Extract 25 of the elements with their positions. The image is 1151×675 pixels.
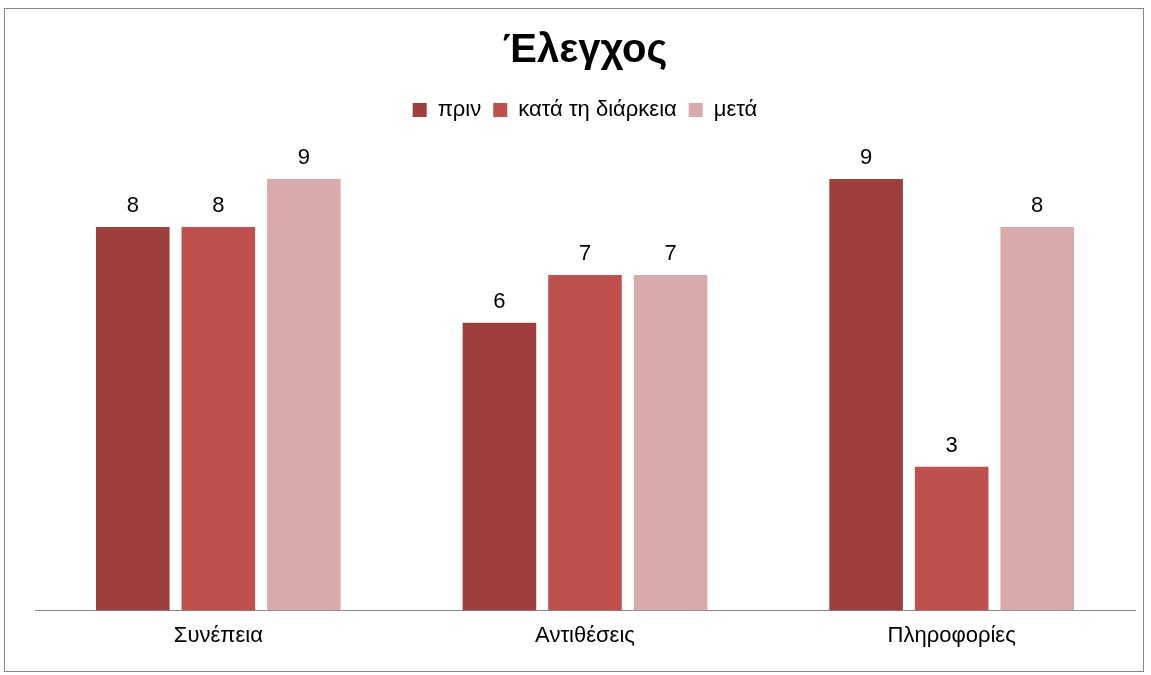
x-tick-label: Αντιθέσεις (535, 621, 635, 647)
data-label: 8 (1031, 191, 1044, 217)
data-label: 7 (664, 239, 677, 265)
x-tick-label: Πληροφορίες (887, 621, 1016, 647)
bar (914, 466, 989, 611)
bar (548, 274, 622, 611)
bar (267, 178, 341, 611)
bar (829, 178, 903, 611)
bar (1000, 226, 1075, 611)
x-tick-label: Συνέπεια (173, 621, 264, 647)
data-label: 8 (212, 191, 225, 217)
bar (633, 274, 708, 611)
chart-title: Έλεγχος (502, 26, 668, 72)
data-label: 3 (945, 431, 958, 457)
bar (95, 226, 170, 611)
bar (181, 226, 256, 611)
legend-label: κατά τη διάρκεια (518, 96, 678, 122)
data-label: 9 (297, 144, 311, 170)
data-label: 7 (578, 239, 592, 265)
legend-label: μετά (713, 96, 758, 122)
legend-label: πριν (437, 96, 482, 122)
bar (462, 322, 537, 611)
data-label: 8 (126, 191, 139, 217)
data-label: 9 (859, 144, 873, 170)
data-label: 6 (493, 287, 506, 313)
